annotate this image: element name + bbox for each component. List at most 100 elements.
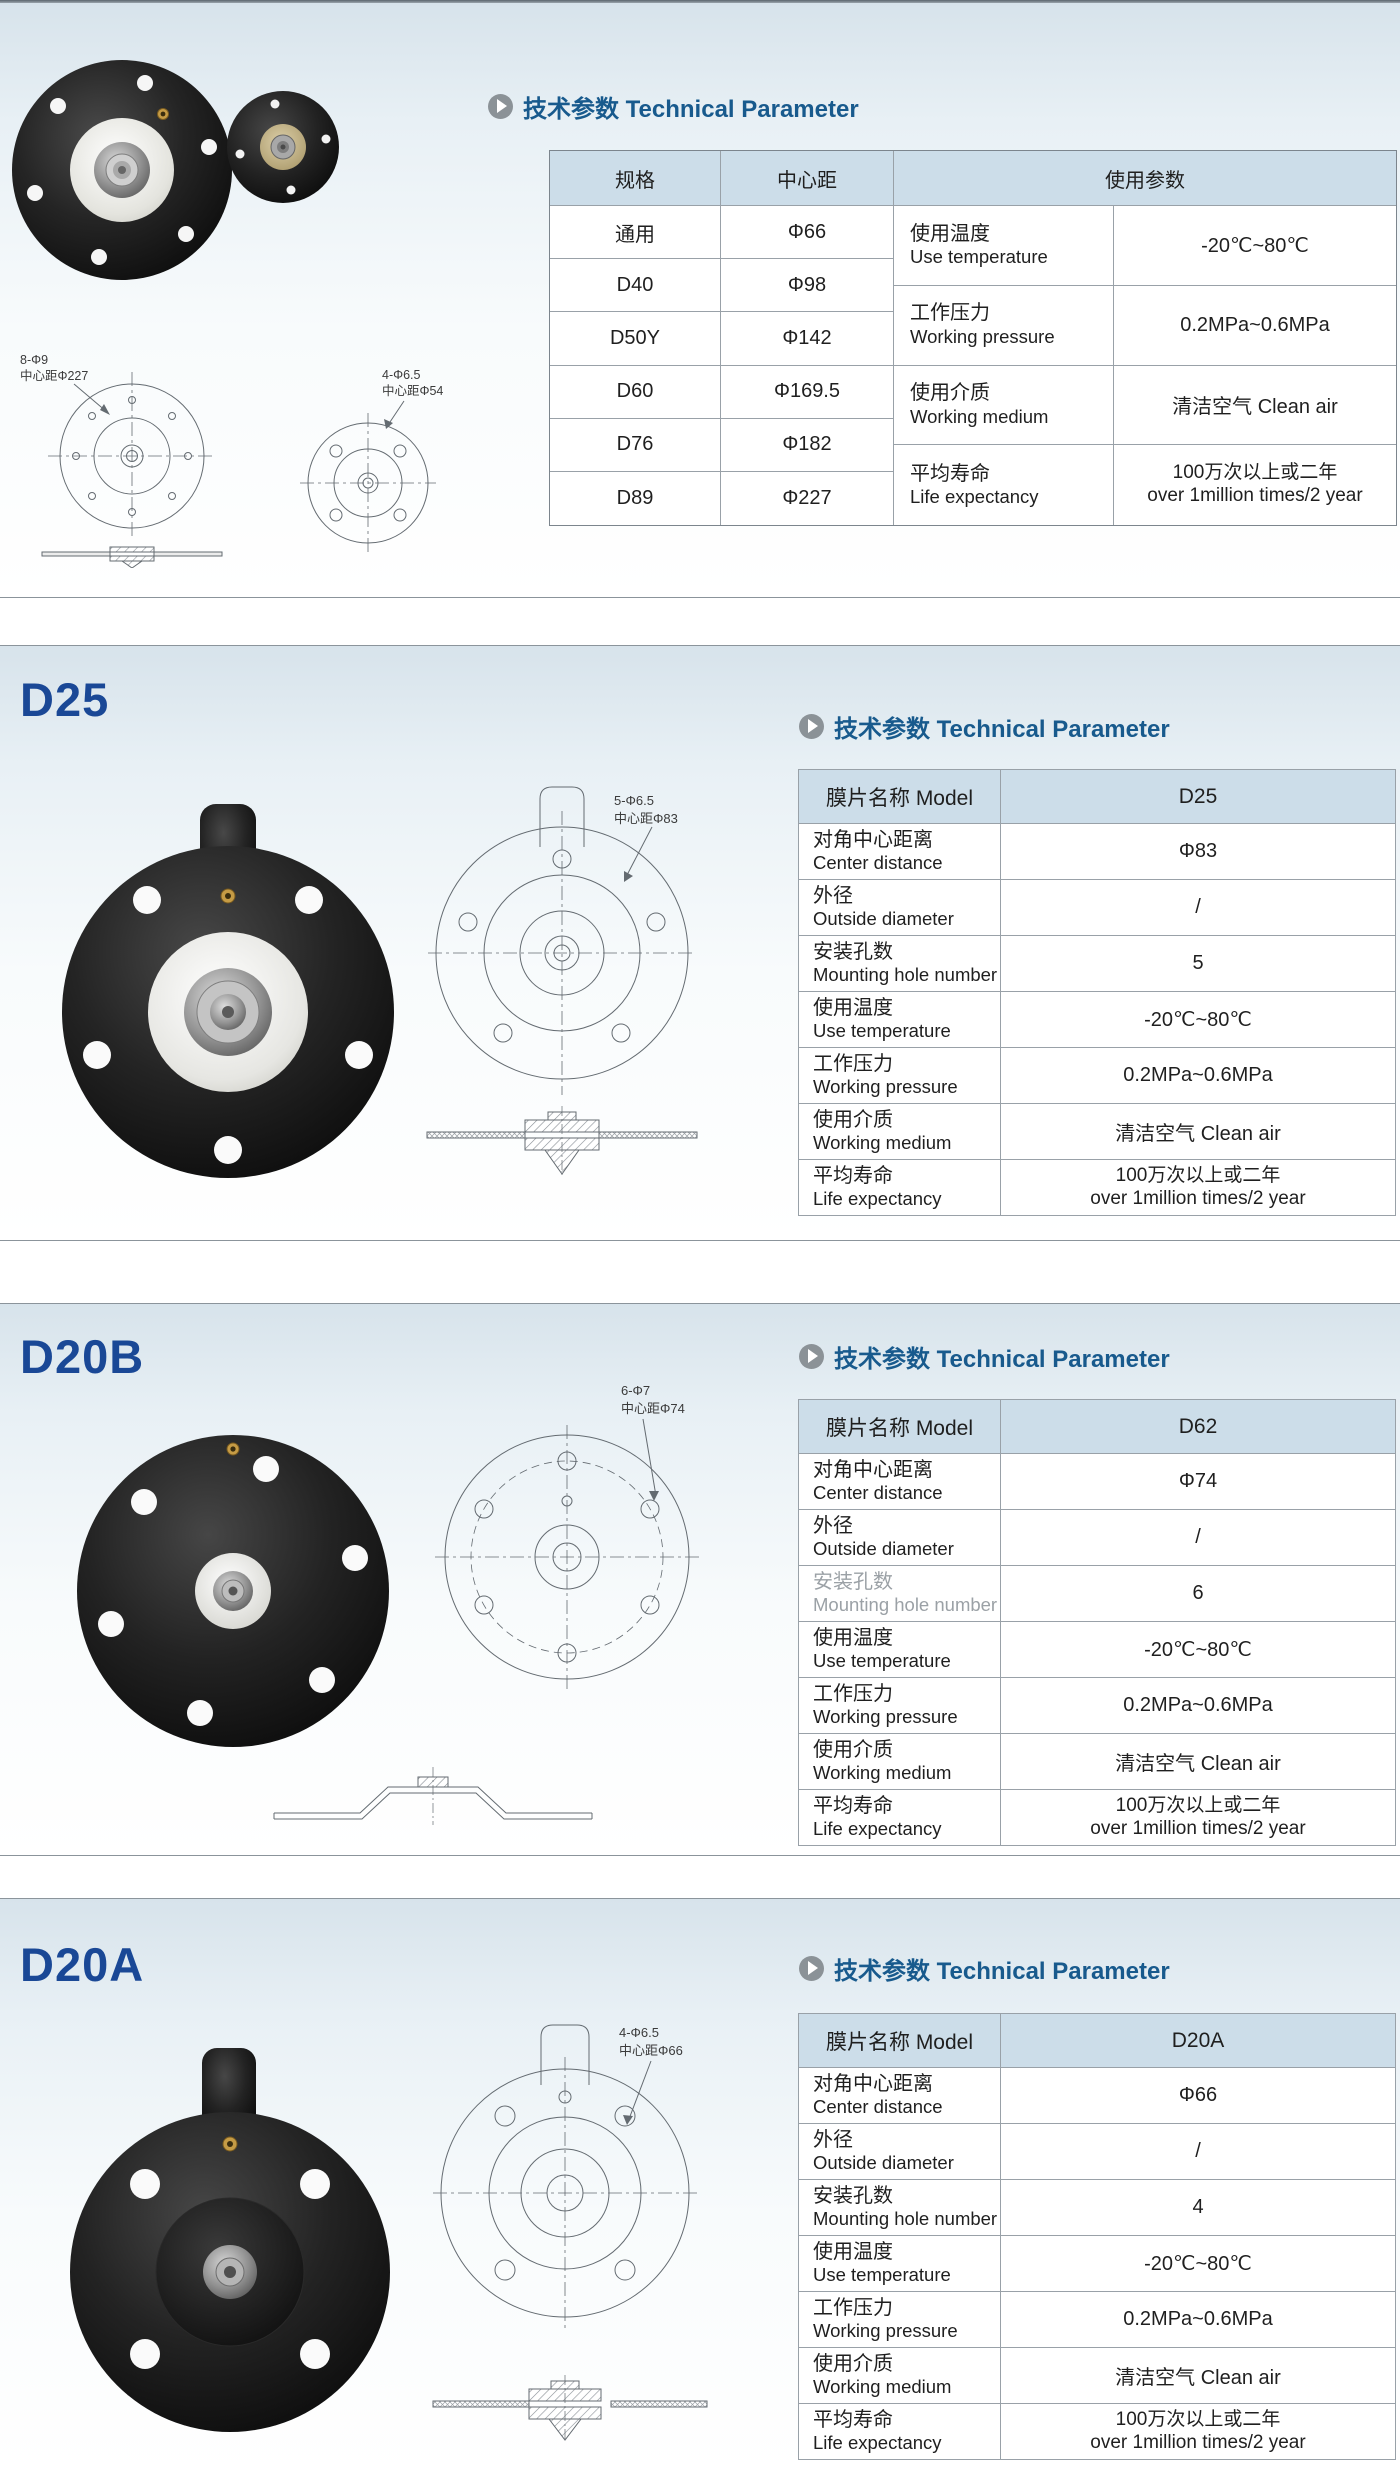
usage-value: 100万次以上或二年 over 1million times/2 year: [1114, 445, 1396, 526]
usage-label-cn: 使用温度: [910, 222, 990, 245]
model-header-label: 膜片名称 Model: [798, 2013, 1001, 2068]
model-header-value: D62: [1000, 1399, 1396, 1454]
param-value: Φ74: [1000, 1453, 1396, 1510]
param-label-en: Mounting hole number: [813, 964, 998, 986]
usage-value: 0.2MPa~0.6MPa: [1114, 285, 1396, 366]
usage-label-en: Life expectancy: [910, 486, 1039, 508]
usage-value-text: 清洁空气 Clean air: [1172, 396, 1338, 419]
d20b-cross-section-drawing: [273, 1767, 593, 1825]
col-header-usage: 使用参数: [894, 151, 1396, 206]
param-value: -20℃~80℃: [1000, 2235, 1396, 2292]
param-label-en: Outside diameter: [813, 1538, 954, 1560]
col-header-center-distance: 中心距: [721, 151, 894, 206]
drawing-dim-label: 6-Φ7: [621, 1383, 650, 1398]
technical-drawing-small-flange: 4-Φ6.5 中心距Φ54: [300, 368, 443, 553]
section-d20b: D20B 6-Φ7 中心距Φ74: [0, 1303, 1400, 1856]
model-header-value: D20A: [1000, 2013, 1396, 2068]
param-label: 使用介质 Working medium: [798, 2347, 1001, 2404]
param-value: 100万次以上或二年 over 1million times/2 year: [1000, 2403, 1396, 2460]
param-label: 使用介质 Working medium: [798, 1733, 1001, 1790]
model-title-d20a: D20A: [20, 1938, 145, 1991]
param-value: 0.2MPa~0.6MPa: [1000, 1677, 1396, 1734]
param-value-line1: 100万次以上或二年: [1115, 1164, 1281, 1186]
d20b-technical-drawing: 6-Φ7 中心距Φ74: [435, 1383, 699, 1689]
param-value-line2: over 1million times/2 year: [1090, 2431, 1306, 2453]
param-value: 0.2MPa~0.6MPa: [1000, 1047, 1396, 1104]
drawing-dim-label: 5-Φ6.5: [614, 793, 654, 808]
param-value: 清洁空气 Clean air: [1000, 2347, 1396, 2404]
section-heading: 技术参数 Technical Parameter: [799, 1339, 1170, 1374]
param-label: 平均寿命 Life expectancy: [798, 1159, 1001, 1216]
usage-label-cn: 工作压力: [910, 302, 990, 325]
param-label-cn: 使用介质: [813, 2352, 893, 2375]
param-label: 外径 Outside diameter: [798, 1509, 1001, 1566]
heading-text: 技术参数 Technical Parameter: [523, 96, 859, 123]
param-label: 安装孔数 Mounting hole number: [798, 2179, 1001, 2236]
param-label: 工作压力 Working pressure: [798, 2291, 1001, 2348]
drawing-dim-label: 中心距Φ74: [621, 1401, 685, 1416]
spec-table: 规格 中心距 使用参数 通用 Φ66 D40 Φ98 D50Y Φ142 D60…: [549, 150, 1397, 527]
drawing-dim-label: 中心距Φ54: [382, 383, 443, 398]
param-label-en: Mounting hole number: [813, 2208, 998, 2230]
param-label-en: Life expectancy: [813, 2432, 942, 2454]
drawing-dim-label: 4-Φ6.5: [382, 368, 421, 382]
param-label-cn: 使用温度: [813, 2240, 893, 2263]
drawing-dim-label: 8-Φ9: [20, 353, 48, 367]
param-label-cn: 安装孔数: [813, 1570, 893, 1593]
d20a-technical-drawing: 4-Φ6.5 中心距Φ66: [432, 2024, 708, 2441]
usage-label-cn: 平均寿命: [910, 462, 990, 485]
param-label-cn: 安装孔数: [813, 2184, 893, 2207]
param-value: -20℃~80℃: [1000, 1621, 1396, 1678]
drawing-dim-label: 中心距Φ83: [614, 811, 678, 826]
param-label-en: Mounting hole number: [813, 1594, 998, 1616]
param-label-cn: 安装孔数: [813, 940, 893, 963]
d25-diaphragm-photo: [62, 804, 394, 1178]
param-label-cn: 工作压力: [813, 1682, 893, 1705]
param-value: 4: [1000, 2179, 1396, 2236]
param-label-en: Working pressure: [813, 1076, 958, 1098]
param-value: /: [1000, 2123, 1396, 2180]
param-value: -20℃~80℃: [1000, 991, 1396, 1048]
param-value: 6: [1000, 1565, 1396, 1622]
spec-value: Φ66: [721, 206, 894, 260]
section-d20a: D20A: [0, 1898, 1400, 2471]
param-label-en: Life expectancy: [813, 1188, 942, 1210]
usage-value: 清洁空气 Clean air: [1114, 365, 1396, 446]
param-label-cn: 使用温度: [813, 1626, 893, 1649]
model-header-label: 膜片名称 Model: [798, 1399, 1001, 1454]
param-label-cn: 平均寿命: [813, 2408, 893, 2431]
param-label-en: Life expectancy: [813, 1818, 942, 1840]
param-label-en: Center distance: [813, 1482, 943, 1504]
section-heading: 技术参数 Technical Parameter: [799, 1951, 1170, 1986]
drawing-dim-label: 中心距Φ66: [619, 2043, 683, 2058]
param-label: 安装孔数 Mounting hole number: [798, 935, 1001, 992]
param-label-cn: 外径: [813, 884, 853, 907]
usage-label-en: Working medium: [910, 405, 1049, 427]
section-d25: D25: [0, 645, 1400, 1241]
param-label-en: Outside diameter: [813, 2152, 954, 2174]
param-label-cn: 对角中心距离: [813, 1458, 933, 1481]
param-label: 使用温度 Use temperature: [798, 991, 1001, 1048]
param-value: 0.2MPa~0.6MPa: [1000, 2291, 1396, 2348]
param-label-en: Working pressure: [813, 2320, 958, 2342]
param-label-cn: 平均寿命: [813, 1164, 893, 1187]
param-label-en: Working medium: [813, 2376, 952, 2398]
spec-value: Φ169.5: [721, 365, 894, 419]
technical-drawing-universal: 8-Φ9 中心距Φ227: [20, 353, 223, 568]
usage-label: 平均寿命 Life expectancy: [894, 445, 1114, 526]
diaphragm-photo-small: [227, 91, 339, 203]
param-value: /: [1000, 1509, 1396, 1566]
param-label: 对角中心距离 Center distance: [798, 823, 1001, 880]
param-value: /: [1000, 879, 1396, 936]
usage-label: 使用温度 Use temperature: [894, 206, 1114, 286]
usage-value-text: -20℃~80℃: [1201, 234, 1309, 257]
play-icon: [799, 714, 824, 739]
model-title-d25: D25: [20, 673, 110, 726]
top-border-line: [0, 0, 1400, 3]
param-label-en: Use temperature: [813, 2264, 951, 2286]
section-heading: 技术参数 Technical Parameter: [488, 89, 859, 124]
col-header-spec: 规格: [550, 151, 721, 206]
param-value-line1: 100万次以上或二年: [1115, 2408, 1281, 2430]
usage-label: 使用介质 Working medium: [894, 365, 1114, 446]
param-label: 对角中心距离 Center distance: [798, 2067, 1001, 2124]
